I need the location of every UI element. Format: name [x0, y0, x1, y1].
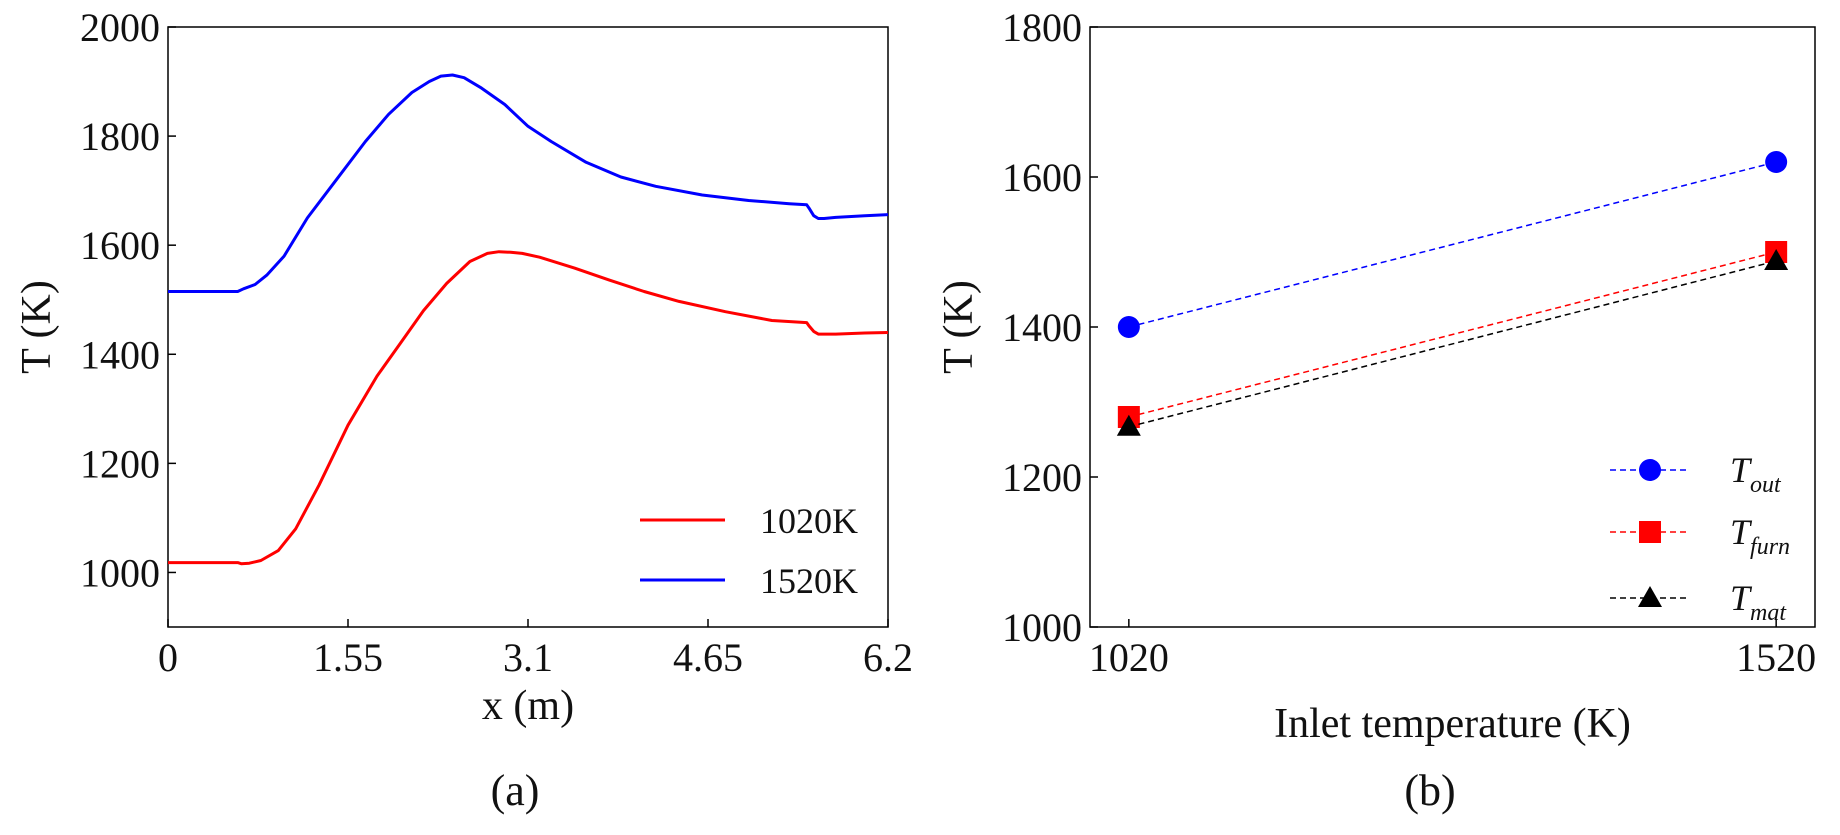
- x-axis-label: Inlet temperature (K): [1274, 701, 1631, 747]
- legend-label-subscript: mat: [1750, 600, 1787, 626]
- legend-label-subscript: furn: [1750, 534, 1790, 560]
- x-tick-label: 0: [158, 635, 178, 680]
- y-axis-label: T (K): [14, 280, 60, 374]
- y-tick-label: 1200: [1002, 455, 1082, 500]
- series-line-t-out: [1128, 161, 1777, 328]
- x-tick-label: 3.1: [503, 635, 553, 680]
- legend-label: 1020K: [760, 501, 858, 541]
- y-tick-label: 1600: [1002, 155, 1082, 200]
- legend-label-t-furn: Tfurn: [1730, 512, 1790, 560]
- series-line-t-furn: [1128, 251, 1777, 418]
- x-tick-label: 1.55: [313, 635, 383, 680]
- series-line-1520k: [168, 73, 889, 293]
- plot-frame: [1089, 26, 1816, 628]
- legend-label-t-out: Tout: [1730, 450, 1782, 498]
- legend-label-main: T: [1730, 512, 1753, 552]
- panel-a: 1000 1200 1400 1600 1800 2000 0 1.55 3.1 4.65 6.2 x…: [14, 5, 913, 815]
- y-tick-label: 1000: [80, 550, 160, 595]
- panel-label: (b): [1404, 766, 1455, 815]
- y-tick-label: 1800: [80, 114, 160, 159]
- y-tick-label: 1200: [80, 441, 160, 486]
- data-point-t-mat: [1764, 249, 1789, 270]
- legend-label-subscript: out: [1750, 472, 1782, 498]
- x-axis-label: x (m): [482, 683, 574, 729]
- y-axis-label: T (K): [936, 280, 982, 374]
- legend-label-main: T: [1730, 578, 1753, 618]
- y-tick-label: 1400: [80, 332, 160, 377]
- panel-b: 1000 1200 1400 1600 1800 1020 1520 Inlet temper…: [936, 5, 1816, 815]
- legend-label-t-mat: Tmat: [1730, 578, 1787, 626]
- panel-label: (a): [491, 766, 540, 815]
- series-line-t-mat: [1128, 260, 1777, 428]
- x-tick-label: 6.2: [863, 635, 913, 680]
- data-point-t-out: [1765, 151, 1788, 173]
- y-tick-label: 1800: [1002, 5, 1082, 50]
- y-tick-label: 1400: [1002, 305, 1082, 350]
- x-tick-label: 1020: [1089, 635, 1169, 680]
- data-point-t-mat: [1116, 414, 1141, 436]
- legend-label-main: T: [1730, 450, 1753, 490]
- legend-marker-t-out: [1639, 459, 1661, 481]
- y-tick-label: 1600: [80, 223, 160, 268]
- legend-marker-t-mat: [1638, 586, 1662, 607]
- series-line-1020k: [168, 250, 889, 566]
- legend-label: 1520K: [760, 561, 858, 601]
- y-tick-label: 1000: [1002, 605, 1082, 650]
- x-tick-label: 1520: [1736, 635, 1816, 680]
- y-tick-label: 2000: [80, 5, 160, 50]
- data-point-t-out: [1117, 316, 1140, 338]
- legend-marker-t-furn: [1639, 521, 1661, 543]
- x-tick-label: 4.65: [673, 635, 743, 680]
